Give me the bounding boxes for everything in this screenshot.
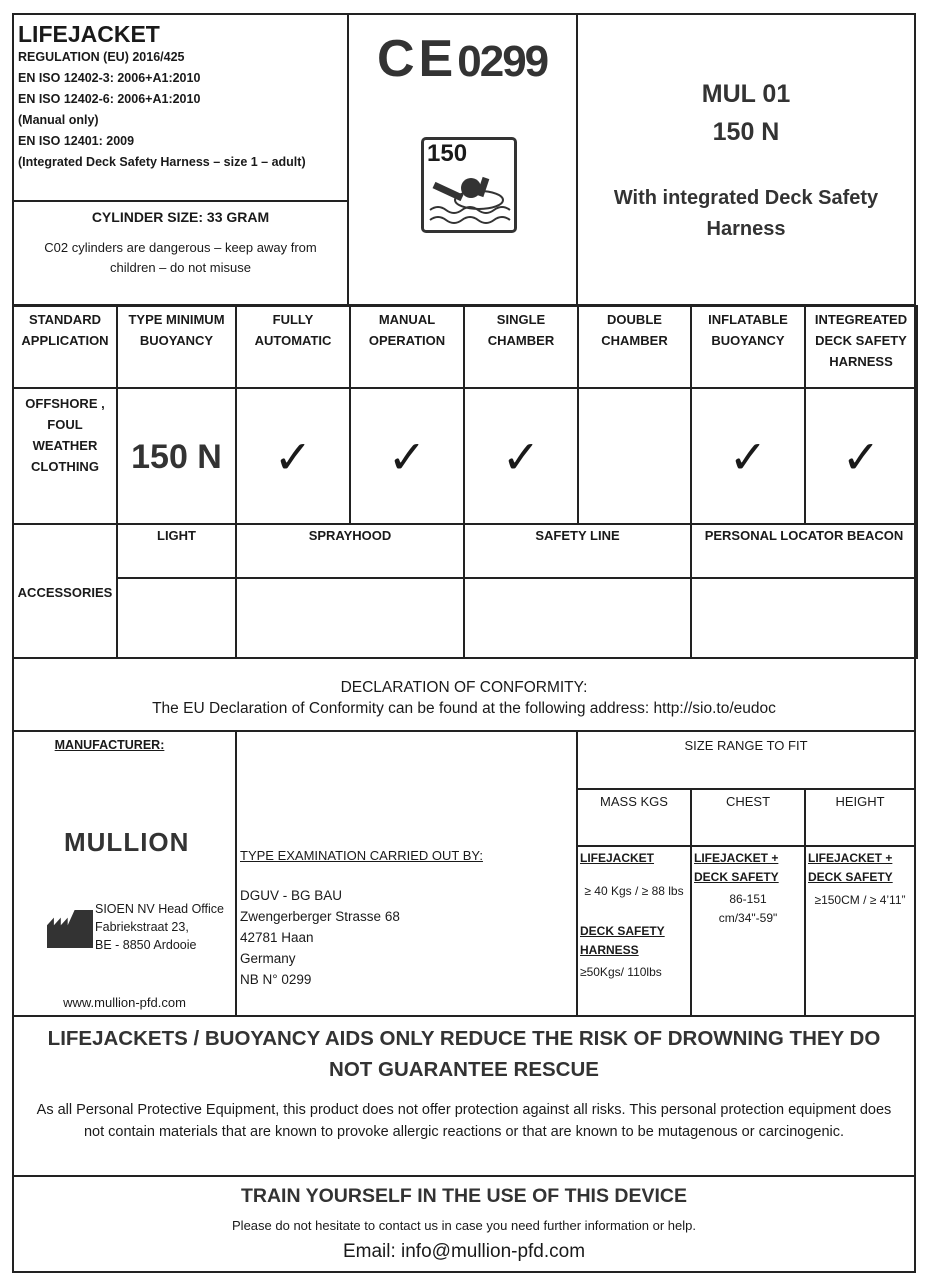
footer-title: TRAIN YOURSELF IN THE USE OF THIS DEVICE (240, 1185, 687, 1207)
product-title: LIFEJACKET (18, 21, 160, 47)
accessory-header: SPRAYHOOD (235, 523, 465, 579)
examination-line: Zwengerberger Strasse 68 (240, 909, 400, 924)
col-height: HEIGHT (804, 788, 916, 847)
checkmark-icon: ✓ (501, 431, 541, 483)
lifejacket-150-pictogram: 150 (421, 137, 517, 233)
accessory-header: SAFETY LINE (463, 523, 692, 579)
address-line: SIOEN NV Head Office (95, 902, 224, 916)
contact-email[interactable]: Email: info@mullion-pfd.com (342, 1241, 586, 1262)
size-range-title: SIZE RANGE TO FIT (576, 730, 916, 790)
standard-line: EN ISO 12401: 2009 (18, 134, 135, 148)
check-cell: ✓ (349, 387, 465, 525)
standard-line: REGULATION (EU) 2016/425 (18, 50, 185, 64)
declaration-title: DECLARATION OF CONFORMITY: (340, 679, 588, 696)
warning-cell: LIFEJACKETS / BUOYANCY AIDS ONLY REDUCE … (12, 1015, 916, 1177)
examination-body: DGUV - BG BAU Zwengerberger Strasse 68 427… (240, 885, 576, 990)
mass-lifejacket-value: ≥ 40 Kgs / ≥ 88 lbs (584, 884, 684, 898)
spec-header: DOUBLE CHAMBER (577, 305, 692, 389)
warning-title: LIFEJACKETS / BUOYANCY AIDS ONLY REDUCE … (47, 1027, 881, 1081)
warning-text: As all Personal Protective Equipment, th… (36, 1102, 892, 1140)
address-line: Fabriekstraat 23, (95, 920, 189, 934)
col-chest: CHEST (690, 788, 806, 847)
accessory-value-cell[interactable] (690, 577, 918, 659)
height-cell: LIFEJACKET + DECK SAFETY ≥150CM / ≥ 4’11… (804, 845, 916, 1017)
examination-line: NB N° 0299 (240, 972, 312, 987)
check-cell: ✓ (235, 387, 351, 525)
checkmark-icon: ✓ (273, 431, 313, 483)
check-cell (577, 387, 692, 525)
check-cell: ✓ (804, 387, 918, 525)
accessory-header: PERSONAL LOCATOR BEACON (690, 523, 918, 579)
spec-header: INTEGREATED DECK SAFETY HARNESS (804, 305, 918, 389)
examination-line: Germany (240, 951, 296, 966)
height-value: ≥150CM / ≥ 4’11” (814, 893, 906, 907)
manufacturer-label: MANUFACTURER: (54, 738, 165, 752)
spec-header: TYPE MINIMUM BUOYANCY (116, 305, 237, 389)
accessory-header: LIGHT (116, 523, 237, 579)
mass-lifejacket-label: LIFEJACKET (580, 851, 655, 865)
standard-line: EN ISO 12402-3: 2006+A1:2010 (18, 71, 201, 85)
checkmark-icon: ✓ (387, 431, 427, 483)
pictogram-label: 150 (427, 140, 468, 167)
spec-header: SINGLE CHAMBER (463, 305, 579, 389)
factory-icon (47, 910, 93, 948)
standard-line: EN ISO 12402-6: 2006+A1:2010 (18, 92, 201, 106)
check-cell: ✓ (463, 387, 579, 525)
accessories-label: ACCESSORIES (12, 523, 118, 659)
accessory-value-cell[interactable] (235, 577, 465, 659)
check-cell: ✓ (690, 387, 806, 525)
model-description: With integrated Deck Safety Harness (613, 187, 879, 240)
examination-line: DGUV - BG BAU (240, 888, 343, 903)
model-code: MUL 01 (701, 80, 791, 108)
cylinder-warning: C02 cylinders are dangerous – keep away … (44, 240, 317, 275)
accessory-value-cell[interactable] (116, 577, 237, 659)
checkmark-icon: ✓ (728, 431, 768, 483)
chest-value: 86-151 cm/34"-59" (718, 892, 778, 925)
standard-line: (Manual only) (18, 113, 99, 127)
examination-line: 42781 Haan (240, 930, 314, 945)
address-line: BE - 8850 Ardooie (95, 938, 197, 952)
cylinder-size: CYLINDER SIZE: 33 GRAM (91, 209, 270, 225)
checkmark-icon: ✓ (841, 431, 881, 483)
marks-cell: CE0299 150 (347, 13, 578, 306)
ce-mark: CE (377, 30, 458, 88)
mass-harness-value: ≥50Kgs/ 110lbs (580, 965, 662, 979)
cylinder-cell: CYLINDER SIZE: 33 GRAM C02 cylinders are… (12, 200, 349, 306)
col-mass: MASS KGS (576, 788, 692, 847)
spec-header: STANDARD APPLICATION (12, 305, 118, 389)
buoyancy-value: 150 N (116, 387, 237, 525)
standard-line: (Integrated Deck Safety Harness – size 1… (18, 155, 306, 169)
mass-harness-label: DECK SAFETY HARNESS (580, 924, 665, 957)
spec-header: INFLATABLE BUOYANCY (690, 305, 806, 389)
chest-cell: LIFEJACKET + DECK SAFETY 86-151 cm/34"-5… (690, 845, 806, 1017)
height-label: LIFEJACKET + DECK SAFETY (808, 851, 893, 884)
spec-header: MANUAL OPERATION (349, 305, 465, 389)
chest-label: LIFEJACKET + DECK SAFETY (694, 851, 779, 884)
manufacturer-address: SIOEN NV Head Office Fabriekstraat 23, BE … (95, 900, 224, 954)
mass-cell: LIFEJACKET ≥ 40 Kgs / ≥ 88 lbs DECK SAFE… (576, 845, 692, 1017)
standards-cell: LIFEJACKET REGULATION (EU) 2016/425 EN IS… (12, 13, 349, 202)
model-buoyancy: 150 N (712, 118, 780, 146)
footer-cell: TRAIN YOURSELF IN THE USE OF THIS DEVICE… (12, 1175, 916, 1273)
footer-text: Please do not hesitate to contact us in … (232, 1218, 696, 1233)
mullion-logo: MULLION (64, 827, 190, 857)
manufacturer-website: www.mullion-pfd.com (63, 995, 186, 1010)
examination-cell: TYPE EXAMINATION CARRIED OUT BY: DGUV - … (235, 730, 578, 1017)
accessory-value-cell[interactable] (463, 577, 692, 659)
declaration-cell: DECLARATION OF CONFORMITY: The EU Declar… (12, 657, 916, 732)
examination-label: TYPE EXAMINATION CARRIED OUT BY: (240, 848, 483, 863)
declaration-text: The EU Declaration of Conformity can be … (152, 700, 776, 717)
standards-list: REGULATION (EU) 2016/425 EN ISO 12402-3: … (18, 47, 343, 173)
application-cell: OFFSHORE , FOUL WEATHER CLOTHING (12, 387, 118, 525)
notified-body-number: 0299 (457, 37, 549, 86)
manufacturer-cell: MANUFACTURER: MULLION SIOEN NV Head Offi… (12, 730, 237, 1017)
spec-header: FULLY AUTOMATIC (235, 305, 351, 389)
model-cell: MUL 01 150 N With integrated Deck Safety… (576, 13, 916, 306)
